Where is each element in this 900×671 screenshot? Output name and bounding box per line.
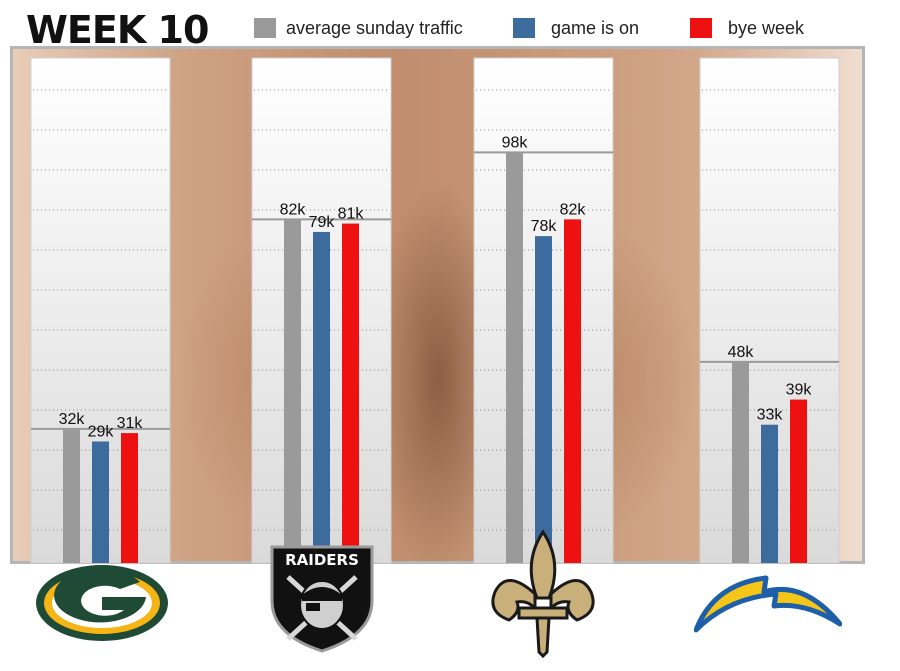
raiders-logo-text: RAIDERS: [285, 551, 359, 569]
data-label: 98k: [502, 134, 529, 151]
bar-chargers-bye-week: [790, 399, 807, 563]
bar-saints-game-is-on: [535, 236, 552, 563]
data-label: 32k: [59, 411, 86, 428]
bar-saints-bye-week: [564, 219, 581, 563]
saints-fleur-de-lis-icon: [491, 529, 595, 659]
data-label: 79k: [309, 214, 336, 231]
bar-packers-bye-week: [121, 433, 138, 563]
data-label: 78k: [531, 218, 558, 235]
data-label: 33k: [757, 407, 784, 424]
bar-packers-average-sunday-traffic: [63, 428, 80, 563]
legend-label: bye week: [728, 17, 805, 38]
bar-raiders-game-is-on: [313, 231, 330, 563]
legend-label: game is on: [551, 17, 640, 38]
data-label: 31k: [117, 415, 144, 432]
legend-swatch-red: [690, 18, 712, 38]
bar-packers-game-is-on: [92, 441, 109, 563]
data-label: 39k: [786, 382, 813, 399]
packers-logo-icon: [36, 565, 168, 641]
legend-swatch-gray: [254, 18, 276, 38]
raiders-logo-icon: RAIDERS: [270, 545, 374, 653]
bar-chargers-average-sunday-traffic: [732, 361, 749, 563]
legend-item-average-sunday-traffic: average sunday traffic: [254, 16, 463, 40]
chargers-bolt-icon: [694, 575, 842, 633]
data-label: 29k: [88, 423, 115, 440]
data-label: 48k: [728, 344, 755, 361]
legend-label: average sunday traffic: [286, 17, 463, 38]
bar-saints-average-sunday-traffic: [506, 152, 523, 564]
bar-raiders-average-sunday-traffic: [284, 219, 301, 563]
data-label: 81k: [338, 206, 365, 223]
bar-raiders-bye-week: [342, 223, 359, 564]
chart-title: WEEK 10: [26, 8, 209, 52]
data-label: 82k: [280, 201, 307, 218]
data-label: 82k: [560, 201, 587, 218]
legend-swatch-blue: [513, 18, 535, 38]
legend-item-bye-week: bye week: [690, 16, 804, 40]
bar-chargers-game-is-on: [761, 424, 778, 563]
legend-item-game-is-on: game is on: [513, 16, 639, 40]
